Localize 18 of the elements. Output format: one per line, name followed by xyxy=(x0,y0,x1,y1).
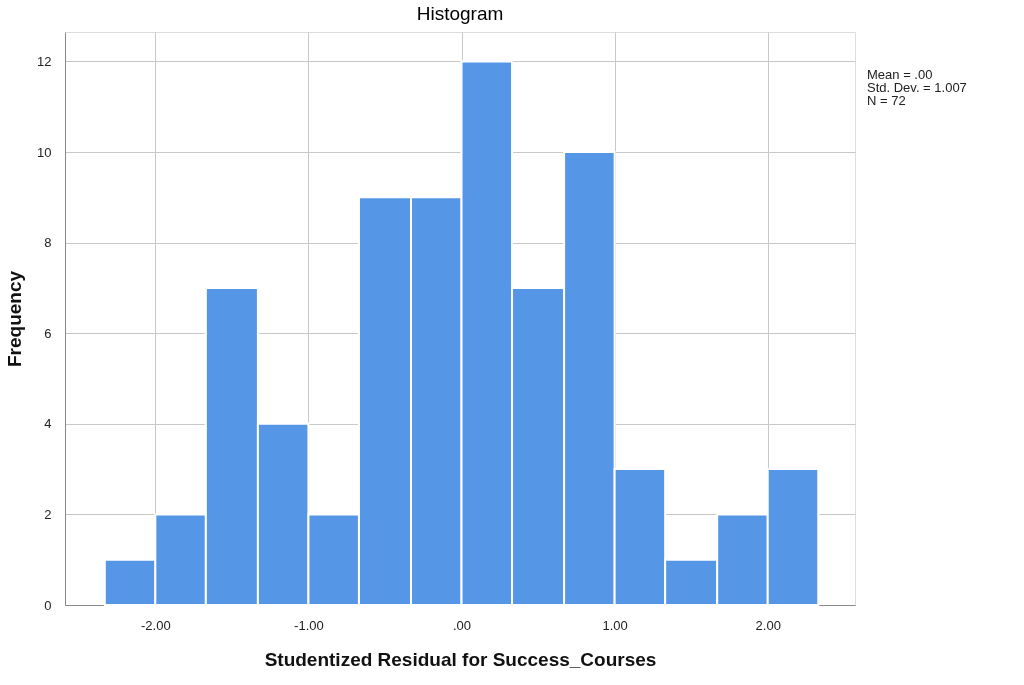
x-tick-label: 1.00 xyxy=(602,617,628,633)
x-tick-label: 2.00 xyxy=(755,617,781,633)
text: Mean = .00 xyxy=(867,66,933,82)
y-tick-label: 4 xyxy=(44,416,52,432)
text: Std. Dev. = 1.007 xyxy=(867,79,967,95)
y-tick-label: 10 xyxy=(37,144,52,160)
x-axis-title: Studentized Residual for Success_Courses xyxy=(264,648,657,670)
y-tick-label: 0 xyxy=(44,597,52,613)
y-tick-label: 2 xyxy=(44,506,52,522)
y-tick-label: 6 xyxy=(44,325,52,341)
y-tick-label: 8 xyxy=(44,235,52,251)
y-tick-label: 12 xyxy=(37,53,52,69)
text: N = 72 xyxy=(867,92,906,108)
y-axis-title: Frequency xyxy=(4,270,26,368)
x-tick-label: .00 xyxy=(452,617,472,633)
x-tick-label: -2.00 xyxy=(141,617,171,633)
x-tick-label: -1.00 xyxy=(294,617,324,633)
chart-title: Histogram xyxy=(416,3,504,24)
